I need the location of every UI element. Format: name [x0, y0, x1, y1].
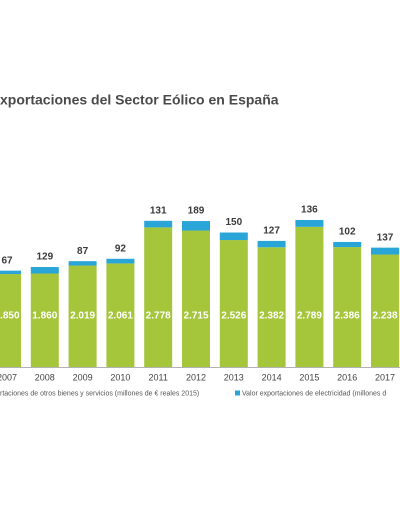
bar-segment — [295, 226, 324, 367]
bar-segment — [144, 227, 173, 367]
bar-segment — [106, 263, 135, 367]
value-label: 137 — [377, 232, 394, 243]
chart-title: xportaciones del Sector Eólico en España — [0, 92, 279, 108]
value-label: 1.860 — [32, 311, 57, 322]
x-tick-label: 2014 — [262, 372, 282, 382]
value-label: 87 — [77, 246, 89, 257]
value-label: 1.850 — [0, 311, 20, 322]
bar-segment — [219, 240, 248, 367]
x-tick-label: 2010 — [110, 372, 130, 382]
value-label: 2.238 — [372, 311, 397, 322]
bar-segment — [371, 247, 399, 255]
bar-segment — [257, 240, 286, 248]
bar-segment — [371, 254, 399, 367]
value-label: 150 — [225, 217, 242, 228]
x-tick-label: 2011 — [149, 372, 168, 382]
value-label: 189 — [188, 206, 205, 217]
bar-segment — [0, 274, 21, 367]
value-label: 102 — [339, 227, 356, 238]
bar-segment — [68, 261, 97, 266]
bar-segment — [295, 220, 324, 227]
bar-segment — [106, 258, 135, 264]
value-label: 127 — [263, 226, 280, 237]
x-tick-label: 2012 — [186, 372, 206, 382]
x-tick-label: 2007 — [0, 372, 17, 382]
bar-segment — [0, 270, 21, 275]
bar-segment — [182, 230, 210, 367]
x-tick-label: 2016 — [337, 372, 357, 382]
value-label: 129 — [36, 252, 53, 263]
bar-segment — [333, 241, 362, 248]
value-label: 2.789 — [297, 311, 322, 322]
x-tick-label: 2017 — [375, 372, 395, 382]
x-tick-label: 2008 — [35, 372, 55, 382]
bar-segment — [30, 267, 59, 274]
bar-segment — [144, 220, 173, 228]
value-label: 131 — [150, 205, 167, 216]
x-tick-label: 2015 — [299, 372, 319, 382]
bar-segment — [182, 221, 210, 231]
bar-segment — [68, 265, 97, 367]
value-label: 2.061 — [108, 311, 133, 322]
value-label: 2.019 — [70, 311, 95, 322]
bar-segment — [30, 273, 59, 367]
legend-swatch — [235, 390, 240, 396]
value-label: 2.386 — [335, 311, 360, 322]
legend-label: rtaciones de otros bienes y servicios (m… — [0, 390, 199, 397]
bar-segment — [219, 232, 248, 241]
bar-segment — [257, 247, 286, 367]
value-label: 2.778 — [146, 311, 171, 322]
x-tick-label: 2009 — [73, 372, 93, 382]
legend-label: Valor exportaciones de electricidad (mil… — [242, 390, 386, 397]
value-label: 2.526 — [221, 311, 246, 322]
value-label: 2.715 — [183, 311, 208, 322]
x-tick-label: 2013 — [224, 372, 244, 382]
value-label: 67 — [1, 255, 13, 266]
value-label: 92 — [115, 243, 127, 254]
value-label: 136 — [301, 205, 318, 216]
bar-segment — [333, 247, 362, 367]
value-label: 2.382 — [259, 311, 284, 322]
